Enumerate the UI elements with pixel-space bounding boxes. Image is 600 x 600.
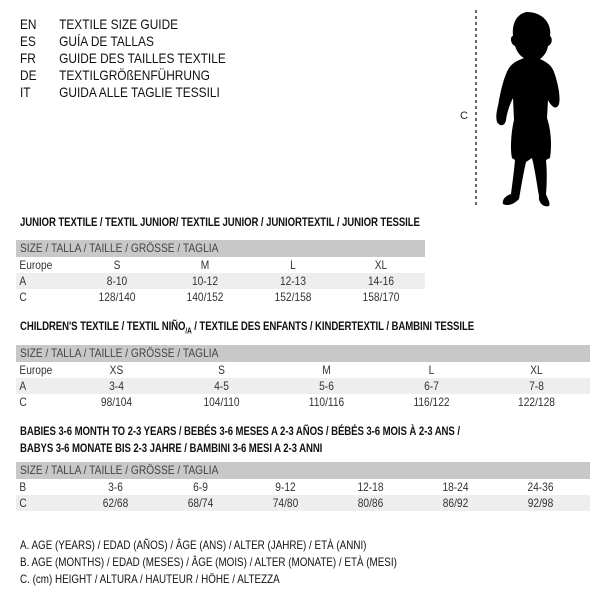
babies-size-table: SIZE / TALLA / TAILLE / GRÖSSE / TAGLIA B…: [16, 462, 590, 511]
table-cell: L: [290, 258, 296, 272]
table-cell: 7-8: [529, 379, 544, 393]
table-cell: 12-13: [279, 274, 307, 288]
row-label: C: [19, 290, 27, 304]
row-label: Europe: [19, 363, 53, 377]
size-header-row: SIZE / TALLA / TAILLE / GRÖSSE / TAGLIA: [16, 462, 590, 479]
size-header-label: SIZE / TALLA / TAILLE / GRÖSSE / TAGLIA: [20, 241, 219, 255]
table-row: C 98/104 104/110 110/116 116/122 122/128: [16, 394, 590, 410]
table-cell: 9-12: [275, 480, 296, 494]
children-title-rest: / TEXTILE DES ENFANTS / KINDERTEXTIL / B…: [191, 319, 475, 333]
baby-silhouette-figure: C: [460, 10, 560, 208]
row-label: A: [19, 379, 27, 393]
table-cell: 14-16: [367, 274, 395, 288]
table-cell: S: [113, 258, 121, 272]
language-code: EN: [20, 16, 37, 32]
table-cell: 104/110: [203, 395, 240, 409]
table-cell: 10-12: [191, 274, 219, 288]
table-cell: 68/74: [187, 496, 214, 510]
table-cell: 6-9: [193, 480, 208, 494]
language-code: FR: [20, 50, 36, 66]
table-cell: M: [200, 258, 210, 272]
table-cell: 12-18: [357, 480, 384, 494]
language-guide-title: GUIDA ALLE TAGLIE TESSILI: [59, 84, 220, 100]
language-code: DE: [20, 67, 37, 83]
language-guide-title: TEXTILGRÖßENFÜHRUNG: [59, 67, 210, 83]
table-cell: S: [218, 363, 225, 377]
size-header-row: SIZE / TALLA / TAILLE / GRÖSSE / TAGLIA: [16, 240, 425, 257]
size-header-label: SIZE / TALLA / TAILLE / GRÖSSE / TAGLIA: [20, 346, 219, 360]
table-cell: M: [322, 363, 331, 377]
table-cell: 3-4: [109, 379, 124, 393]
language-title-es: ES GUÍA DE TALLAS: [20, 33, 154, 50]
table-cell: 4-5: [214, 379, 229, 393]
size-header-row: SIZE / TALLA / TAILLE / GRÖSSE / TAGLIA: [16, 345, 590, 362]
language-guide-title: TEXTILE SIZE GUIDE: [59, 16, 179, 32]
table-cell: XS: [109, 363, 124, 377]
junior-title: JUNIOR TEXTILE / TEXTIL JUNIOR/ TEXTILE …: [20, 215, 420, 229]
row-label: C: [19, 496, 27, 510]
table-row: C 62/68 68/74 74/80 80/86 86/92 92/98: [16, 495, 590, 511]
children-title: CHILDREN'S TEXTILE / TEXTIL NIÑO/A / TEX…: [20, 319, 474, 335]
table-cell: 98/104: [100, 395, 133, 409]
language-code: ES: [20, 33, 36, 49]
table-cell: L: [428, 363, 435, 377]
table-cell: 86/92: [442, 496, 469, 510]
legend-item: A. AGE (YEARS) / EDAD (AÑOS) / ÂGE (ANS)…: [20, 538, 367, 552]
language-title-de: DE TEXTILGRÖßENFÜHRUNG: [20, 67, 210, 84]
language-guide-title: GUÍA DE TALLAS: [59, 33, 154, 49]
table-cell: 5-6: [319, 379, 334, 393]
table-cell: 122/128: [518, 395, 555, 409]
language-code: IT: [20, 84, 31, 100]
row-label: Europe: [19, 258, 53, 272]
table-cell: 18-24: [442, 480, 469, 494]
children-size-table: SIZE / TALLA / TAILLE / GRÖSSE / TAGLIA E…: [16, 345, 590, 410]
table-row: A 8-10 10-12 12-13 14-16: [16, 273, 425, 289]
size-header-label: SIZE / TALLA / TAILLE / GRÖSSE / TAGLIA: [20, 463, 219, 477]
table-cell: 74/80: [272, 496, 299, 510]
table-cell: 62/68: [102, 496, 129, 510]
table-row: A 3-4 4-5 5-6 6-7 7-8: [16, 378, 590, 394]
children-title-sub: /A: [185, 326, 192, 336]
table-cell: 116/122: [413, 395, 450, 409]
table-cell: XL: [530, 363, 543, 377]
language-guide-title: GUIDE DES TAILLES TEXTILE: [59, 50, 226, 66]
height-label: C: [460, 110, 468, 122]
table-cell: 158/170: [362, 290, 400, 304]
row-label: B: [19, 480, 27, 494]
table-row: B 3-6 6-9 9-12 12-18 18-24 24-36: [16, 479, 590, 495]
language-title-fr: FR GUIDE DES TAILLES TEXTILE: [20, 50, 226, 67]
table-cell: 152/158: [274, 290, 312, 304]
row-label: A: [19, 274, 27, 288]
language-title-en: EN TEXTILE SIZE GUIDE: [20, 16, 178, 33]
babies-title-line1: BABIES 3-6 MONTH TO 2-3 YEARS / BEBÉS 3-…: [20, 424, 460, 438]
table-row: Europe XS S M L XL: [16, 362, 590, 378]
table-row: Europe S M L XL: [16, 257, 425, 273]
table-cell: 80/86: [357, 496, 384, 510]
table-cell: 110/116: [308, 395, 345, 409]
children-title-main: CHILDREN'S TEXTILE / TEXTIL NIÑO: [20, 319, 186, 333]
junior-size-table: SIZE / TALLA / TAILLE / GRÖSSE / TAGLIA E…: [16, 240, 425, 305]
legend-item: B. AGE (MONTHS) / EDAD (MESES) / ÂGE (MO…: [20, 555, 397, 569]
table-row: C 128/140 140/152 152/158 158/170: [16, 289, 425, 305]
table-cell: 8-10: [106, 274, 128, 288]
row-label: C: [19, 395, 27, 409]
language-title-it: IT GUIDA ALLE TAGLIE TESSILI: [20, 84, 220, 101]
table-cell: XL: [374, 258, 388, 272]
table-cell: 92/98: [527, 496, 554, 510]
baby-silhouette-icon: [496, 12, 560, 207]
table-cell: 128/140: [98, 290, 136, 304]
table-cell: 3-6: [108, 480, 123, 494]
legend-item: C. (cm) HEIGHT / ALTURA / HAUTEUR / HÖHE…: [20, 572, 280, 586]
table-cell: 140/152: [186, 290, 224, 304]
babies-title-line2: BABYS 3-6 MONATE BIS 2-3 JAHRE / BAMBINI…: [20, 441, 323, 455]
table-cell: 6-7: [424, 379, 439, 393]
table-cell: 24-36: [527, 480, 554, 494]
